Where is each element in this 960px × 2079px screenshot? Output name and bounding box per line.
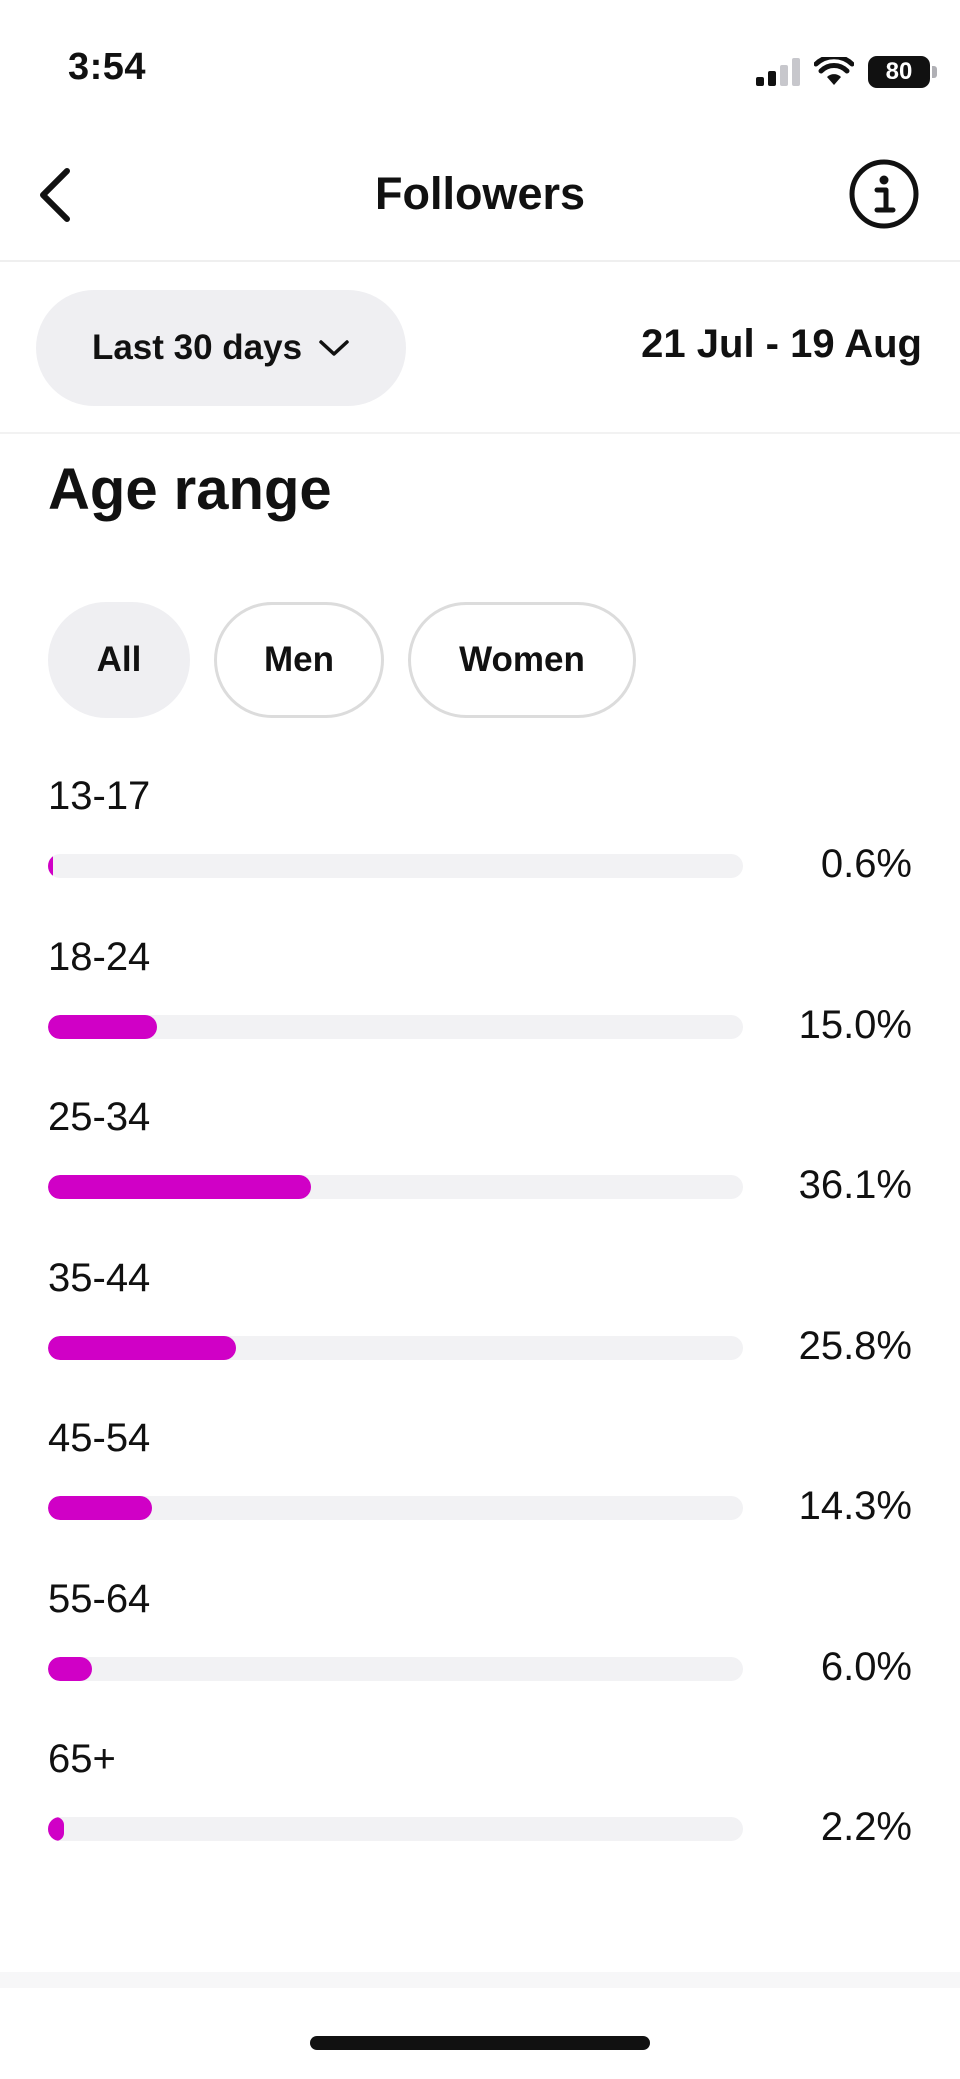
bar-fill xyxy=(48,1175,311,1199)
bottom-divider xyxy=(0,1972,960,1988)
age-percentage: 36.1% xyxy=(798,1163,912,1207)
age-row: 65+ 2.2% xyxy=(48,1733,912,1894)
status-bar: 3:54 80 xyxy=(0,0,960,130)
age-row: 35-44 25.8% xyxy=(48,1252,912,1413)
age-label: 25-34 xyxy=(48,1095,151,1139)
bar-track xyxy=(48,1656,743,1681)
date-range-text: 21 Jul - 19 Aug xyxy=(641,322,922,366)
bar-track xyxy=(48,1496,743,1520)
info-button[interactable] xyxy=(848,158,920,230)
bar-fill xyxy=(48,1496,153,1520)
age-label: 35-44 xyxy=(48,1255,151,1300)
status-time: 3:54 xyxy=(68,46,147,88)
chevron-down-icon xyxy=(319,340,349,356)
filter-row: Last 30 days 21 Jul - 19 Aug xyxy=(0,264,960,434)
age-label: 65+ xyxy=(48,1737,116,1781)
bar-fill xyxy=(48,854,53,878)
chevron-left-icon xyxy=(40,168,70,222)
age-row: 25-34 36.1% xyxy=(48,1091,912,1252)
status-icons: 80 xyxy=(756,52,937,92)
bar-fill xyxy=(48,1817,64,1841)
age-row: 55-64 6.0% xyxy=(48,1573,912,1734)
date-range-dropdown-label: Last 30 days xyxy=(91,328,303,367)
age-label: 18-24 xyxy=(48,934,151,979)
battery-level: 80 xyxy=(885,58,913,85)
bar-track xyxy=(48,854,743,878)
age-percentage: 15.0% xyxy=(798,1002,912,1047)
age-row: 18-24 15.0% xyxy=(48,931,912,1092)
age-percentage: 14.3% xyxy=(798,1484,912,1528)
info-icon xyxy=(849,159,919,229)
back-button[interactable] xyxy=(20,160,90,230)
age-row: 13-17 0.6% xyxy=(48,770,912,931)
age-label: 13-17 xyxy=(48,774,151,818)
cellular-signal-icon xyxy=(756,58,800,86)
age-label: 55-64 xyxy=(48,1576,151,1621)
date-range-dropdown[interactable]: Last 30 days xyxy=(36,290,406,406)
bar-track xyxy=(48,1817,743,1841)
age-label: 45-54 xyxy=(48,1416,151,1460)
age-range-chart: 13-17 0.6% 18-24 15.0% 25-34 36.1% 35-44… xyxy=(48,770,912,1894)
bar-fill xyxy=(48,1335,236,1360)
wifi-icon xyxy=(814,57,854,85)
age-percentage: 6.0% xyxy=(820,1644,912,1689)
segment-all[interactable]: All xyxy=(48,602,190,718)
bar-track xyxy=(48,1014,743,1039)
segment-women[interactable]: Women xyxy=(408,602,636,718)
home-indicator xyxy=(310,2036,650,2050)
page-title: Followers xyxy=(374,168,586,219)
age-percentage: 2.2% xyxy=(820,1805,912,1849)
age-percentage: 25.8% xyxy=(798,1323,912,1368)
bar-track xyxy=(48,1175,743,1199)
section-title: Age range xyxy=(48,457,332,522)
segment-men[interactable]: Men xyxy=(214,602,384,718)
bar-track xyxy=(48,1335,743,1360)
gender-segment-control: All Men Women xyxy=(48,602,636,718)
age-row: 45-54 14.3% xyxy=(48,1412,912,1573)
battery-icon: 80 xyxy=(868,56,937,88)
age-percentage: 0.6% xyxy=(820,842,912,886)
bar-fill xyxy=(48,1656,92,1681)
bar-fill xyxy=(48,1014,158,1039)
nav-bar: Followers xyxy=(0,130,960,262)
